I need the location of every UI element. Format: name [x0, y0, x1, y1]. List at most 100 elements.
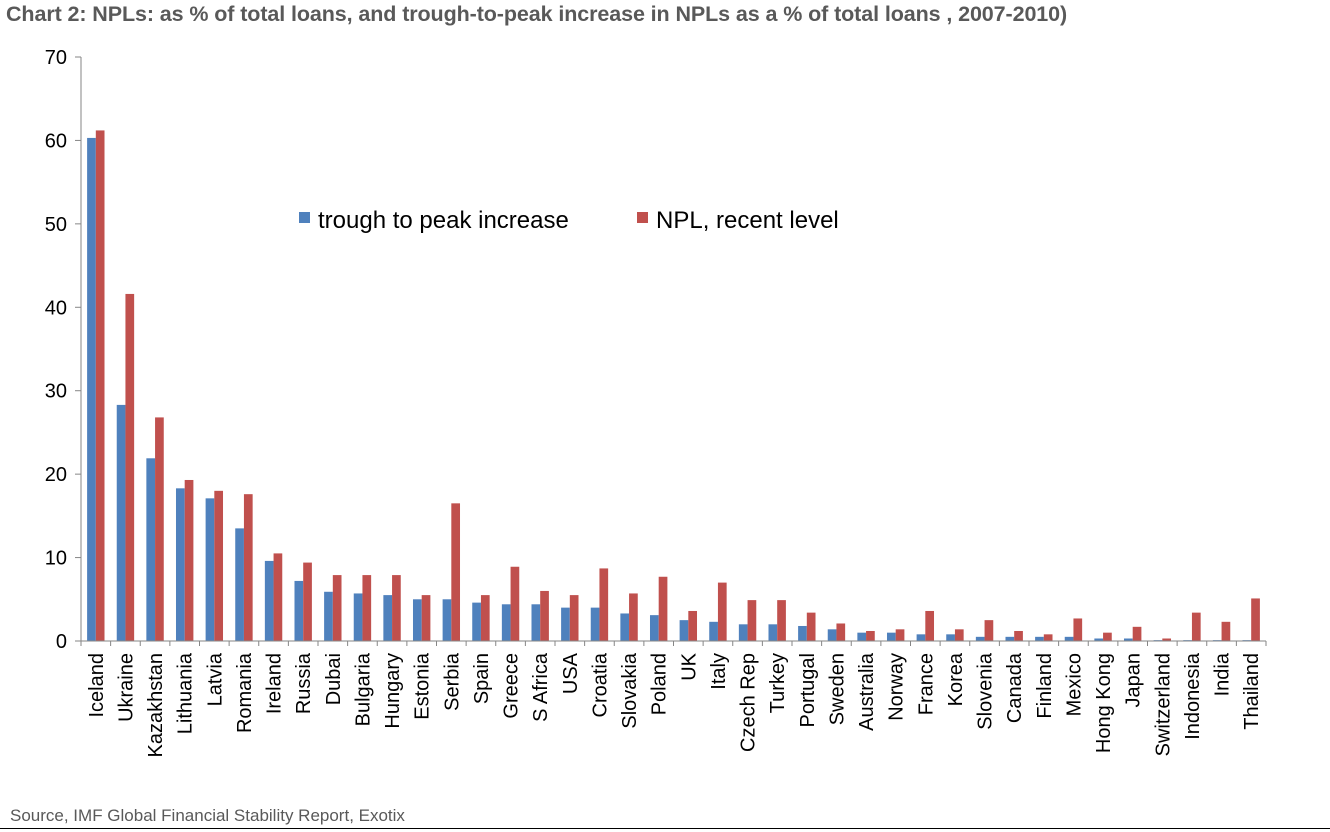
bottom-rule — [0, 828, 1330, 829]
legend: trough to peak increase NPL, recent level — [299, 207, 839, 234]
legend-swatch — [299, 212, 310, 223]
bar-npl-recent-italy — [717, 582, 727, 641]
bar-trough-to-peak-lithuania — [175, 488, 185, 641]
x-tick-label: Switzerland — [1152, 653, 1174, 756]
bar-npl-recent-norway — [895, 629, 905, 641]
bar-npl-recent-finland — [1043, 634, 1053, 641]
bar-trough-to-peak-portugal — [798, 625, 807, 641]
x-tick-label: Turkey — [767, 653, 789, 713]
x-tick-label: Serbia — [441, 652, 463, 711]
x-tick-label: Latvia — [204, 652, 226, 706]
bar-trough-to-peak-croatia — [590, 607, 600, 641]
y-tick-label: 0 — [56, 631, 67, 653]
axes — [80, 57, 1267, 646]
x-tick-label: India — [1212, 652, 1234, 696]
x-tick-label: Croatia — [589, 652, 611, 717]
bar-trough-to-peak-dubai — [324, 591, 333, 641]
x-tick-label: Ireland — [264, 653, 286, 714]
bar-npl-recent-france — [925, 610, 935, 641]
y-tick-label: 50 — [45, 214, 67, 236]
bar-trough-to-peak-czech-rep — [738, 624, 748, 641]
x-tick-label: Korea — [945, 652, 967, 706]
bar-npl-recent-slovenia — [984, 620, 994, 641]
bar-trough-to-peak-romania — [235, 528, 244, 641]
x-tick-label: Ukraine — [115, 653, 137, 722]
bar-trough-to-peak-latvia — [205, 498, 215, 641]
x-tick-label: France — [915, 653, 937, 715]
bar-trough-to-peak-serbia — [442, 599, 452, 641]
chart-title: Chart 2: NPLs: as % of total loans, and … — [6, 2, 1068, 26]
bar-npl-recent-ireland — [273, 553, 283, 641]
bar-npl-recent-romania — [243, 494, 253, 641]
y-tick-label: 20 — [45, 464, 67, 486]
x-tick-label: Russia — [293, 652, 315, 714]
bar-npl-recent-hong-kong — [1103, 632, 1112, 641]
bar-npl-recent-latvia — [214, 490, 224, 641]
bar-trough-to-peak-hong-kong — [1094, 638, 1104, 641]
y-tick-label: 10 — [45, 548, 67, 570]
y-tick-label: 70 — [45, 47, 67, 69]
x-tick-label: Spain — [471, 653, 493, 704]
bar-npl-recent-croatia — [599, 568, 609, 641]
bar-npl-recent-india — [1221, 621, 1231, 641]
bar-trough-to-peak-turkey — [768, 624, 778, 641]
bar-npl-recent-slovakia — [629, 593, 638, 641]
bar-npl-recent-japan — [1132, 626, 1142, 641]
bar-npl-recent-estonia — [421, 595, 431, 641]
bar-npl-recent-usa — [569, 595, 579, 641]
bar-npl-recent-s-africa — [540, 590, 549, 641]
legend-label: NPL, recent level — [656, 207, 839, 234]
bar-trough-to-peak-australia — [857, 632, 867, 641]
bar-npl-recent-portugal — [806, 612, 816, 641]
bar-trough-to-peak-estonia — [412, 599, 422, 641]
x-tick-label: Indonesia — [1182, 652, 1204, 740]
x-tick-label: Iceland — [86, 653, 108, 718]
x-tick-label: Poland — [649, 653, 671, 715]
bar-trough-to-peak-italy — [709, 621, 718, 641]
bar-trough-to-peak-finland — [1035, 636, 1044, 641]
x-tick-label: Australia — [856, 652, 878, 731]
bar-npl-recent-turkey — [777, 600, 786, 641]
x-tick-label: Sweden — [826, 653, 848, 725]
bar-npl-recent-canada — [1014, 630, 1023, 641]
bar-trough-to-peak-poland — [649, 615, 659, 641]
bar-trough-to-peak-uk — [679, 620, 689, 641]
bar-npl-recent-kazakhstan — [155, 417, 164, 641]
bar-trough-to-peak-russia — [294, 580, 304, 641]
bar-npl-recent-switzerland — [1162, 638, 1172, 641]
bar-trough-to-peak-korea — [946, 634, 955, 641]
x-tick-label: Estonia — [412, 652, 434, 720]
y-axis-ticks: 0 10 20 30 40 50 60 70 — [45, 47, 81, 653]
x-axis-labels: Iceland Ukraine Kazakhstan Lithuania Latvia R… — [86, 652, 1263, 757]
x-tick-label: Mexico — [1063, 653, 1085, 716]
bar-npl-recent-czech-rep — [747, 600, 757, 641]
x-tick-label: Thailand — [1241, 653, 1263, 730]
bar-npl-recent-bulgaria — [362, 575, 372, 641]
x-tick-label: S Africa — [530, 652, 552, 722]
x-tick-label: Norway — [886, 653, 908, 721]
x-tick-label: Hong Kong — [1093, 653, 1115, 753]
x-tick-label: Italy — [708, 653, 730, 690]
legend-swatch — [637, 212, 648, 223]
x-tick-label: Portugal — [797, 653, 819, 728]
bar-npl-recent-russia — [303, 562, 312, 641]
bar-npl-recent-lithuania — [184, 479, 194, 641]
bar-npl-recent-dubai — [332, 575, 342, 641]
x-tick-label: Japan — [1123, 653, 1145, 708]
bar-npl-recent-greece — [510, 566, 520, 641]
bar-npl-recent-mexico — [1073, 618, 1083, 641]
x-tick-label: UK — [678, 652, 700, 680]
bar-trough-to-peak-slovenia — [975, 636, 985, 641]
x-tick-label: Lithuania — [175, 652, 197, 734]
x-tick-label: Canada — [1004, 652, 1026, 723]
bar-trough-to-peak-ukraine — [116, 404, 126, 641]
bar-trough-to-peak-usa — [561, 607, 570, 641]
bar-trough-to-peak-canada — [1005, 636, 1015, 641]
bar-npl-recent-iceland — [95, 130, 105, 642]
x-tick-label: Bulgaria — [352, 652, 374, 726]
bar-trough-to-peak-hungary — [383, 595, 393, 641]
bar-trough-to-peak-slovakia — [620, 613, 630, 641]
bar-npl-recent-australia — [866, 630, 875, 641]
bar-trough-to-peak-sweden — [827, 629, 837, 641]
y-tick-label: 40 — [45, 297, 67, 319]
